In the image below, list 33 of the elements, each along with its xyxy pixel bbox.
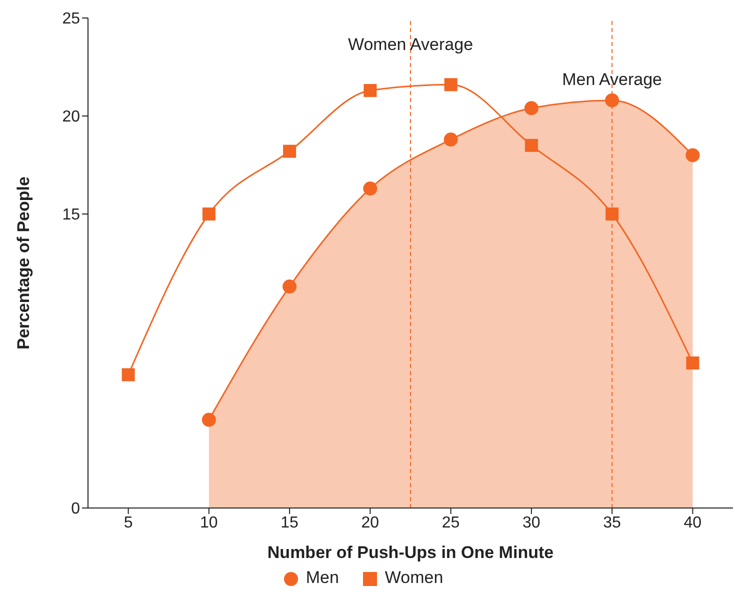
ref-line-label: Women Average [348, 35, 474, 54]
y-axis-title: Percentage of People [14, 176, 34, 350]
point [363, 182, 378, 196]
x-tick-label: 25 [442, 514, 460, 532]
point [444, 78, 458, 92]
y-tick-label: 0 [71, 500, 80, 518]
point [444, 132, 458, 147]
point [122, 368, 135, 382]
x-tick-label: 40 [684, 514, 702, 532]
point [686, 356, 700, 370]
point [202, 412, 216, 427]
point [606, 208, 619, 220]
x-axis-title: Number of Push-Ups in One Minute [267, 543, 554, 562]
legend-label: Men [306, 568, 339, 587]
point [282, 280, 297, 294]
y-tick-label: 15 [62, 206, 80, 224]
point [605, 93, 620, 108]
point [686, 148, 700, 162]
x-tick-label: 15 [280, 514, 299, 532]
point [364, 84, 377, 98]
x-tick-label: 10 [200, 514, 218, 532]
point [202, 208, 216, 220]
point [283, 144, 296, 158]
y-tick-label: 20 [62, 108, 80, 126]
point [524, 101, 538, 116]
x-tick-label: 30 [522, 514, 540, 532]
y-tick-label: 25 [62, 10, 80, 28]
x-tick-label: 5 [124, 514, 133, 532]
x-tick-label: 35 [603, 514, 622, 532]
legend-label: Women [384, 568, 444, 587]
x-tick-label: 20 [361, 514, 380, 532]
ref-line-label: Men Average [562, 70, 662, 90]
point [524, 138, 538, 152]
